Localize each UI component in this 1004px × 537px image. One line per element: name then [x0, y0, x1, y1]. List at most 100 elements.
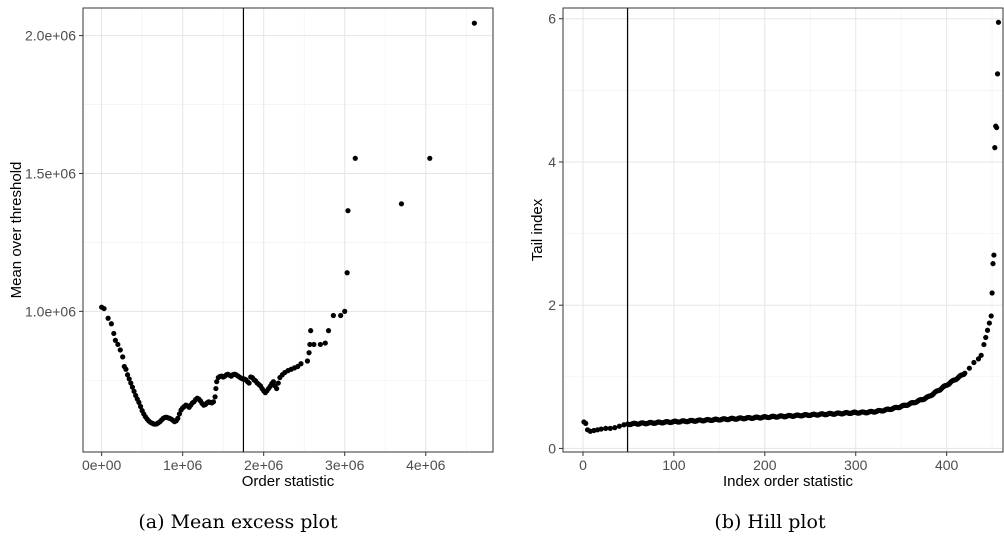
data-point: [607, 425, 613, 431]
data-point: [330, 312, 336, 319]
x-axis-title: Order statistic: [242, 473, 335, 490]
hill-plot: 0 100 200 300 400 0 2 4 6 Index order statistic…: [529, 7, 1004, 533]
data-point: [342, 308, 348, 314]
data-point: [246, 380, 252, 386]
data-point: [212, 394, 218, 400]
grid: [83, 8, 493, 452]
data-point: [338, 312, 344, 319]
data-point: [137, 403, 144, 410]
data-point: [994, 124, 1000, 131]
data-point: [274, 385, 280, 392]
x-axis-ticks: 0 100 200 300 400: [579, 452, 959, 473]
panel-border: [562, 7, 1004, 453]
y-axis-ticks: 0 2 4 6: [548, 11, 563, 456]
data-point: [988, 313, 994, 319]
data-point: [210, 399, 217, 405]
x-axis-ticks: 0e+00 1e+06 2e+06 3e+06 4e+06: [82, 452, 446, 473]
data-point: [175, 415, 181, 421]
data-point: [603, 425, 609, 431]
data-point: [981, 341, 987, 348]
data-point: [123, 366, 129, 372]
data-point: [126, 376, 132, 382]
data-point: [129, 384, 136, 390]
x-tick-label: 4e+06: [406, 457, 446, 473]
data-point: [115, 341, 121, 348]
figure-caption: (a) Mean excess plot: [138, 511, 338, 533]
data-point: [128, 380, 134, 386]
data-point: [984, 327, 991, 333]
y-axis-title: Tail index: [529, 198, 546, 261]
x-tick-label: 200: [753, 457, 777, 473]
data-point: [971, 359, 977, 366]
x-tick-label: 0: [579, 457, 587, 473]
x-axis-title: Index order statistic: [723, 473, 854, 490]
data-point: [105, 315, 111, 321]
y-tick-label: 4: [548, 154, 556, 170]
data-point: [427, 155, 433, 161]
data-point: [991, 252, 997, 258]
y-tick-label: 1.0e+06: [25, 303, 76, 319]
x-tick-label: 2e+06: [244, 457, 284, 473]
data-point: [136, 399, 142, 405]
data-point: [352, 155, 358, 161]
data-point: [304, 358, 311, 364]
grid: [563, 8, 1003, 452]
data-point: [583, 420, 589, 426]
x-tick-label: 3e+06: [325, 457, 365, 473]
y-tick-label: 2: [548, 297, 556, 313]
data-point: [983, 334, 989, 341]
data-point: [213, 385, 219, 392]
data-point: [117, 347, 123, 353]
x-tick-label: 1e+06: [163, 457, 203, 473]
data-point: [101, 305, 107, 312]
plot-area: [83, 8, 493, 452]
plot-area: [563, 8, 1003, 452]
x-tick-label: 300: [844, 457, 868, 473]
data-point: [131, 388, 137, 394]
data-point: [344, 270, 350, 276]
data-point: [978, 352, 984, 358]
data-point: [322, 340, 328, 346]
data-point: [975, 356, 982, 362]
data-point: [306, 350, 312, 356]
data-point: [307, 341, 313, 348]
mean-excess-plot: 0e+00 1e+06 2e+06 3e+06 4e+06 1.0e+06 1.5e+06…: [8, 7, 494, 533]
figure-caption: (b) Hill plot: [714, 511, 826, 533]
data-point: [111, 330, 117, 337]
x-tick-label: 400: [935, 457, 959, 473]
data-point: [989, 290, 995, 296]
data-point: [317, 341, 324, 348]
data-point: [308, 328, 314, 334]
y-tick-label: 6: [548, 11, 556, 27]
data-point: [124, 372, 131, 378]
data-points: [581, 19, 1002, 434]
x-tick-label: 0e+00: [82, 457, 122, 473]
data-point: [311, 341, 317, 348]
data-point: [990, 261, 996, 267]
data-point: [345, 208, 351, 214]
data-points: [99, 20, 477, 427]
data-point: [325, 328, 332, 334]
data-point: [992, 145, 998, 151]
data-point: [986, 320, 992, 326]
data-point: [598, 426, 604, 432]
y-axis-title: Mean over threshold: [8, 162, 25, 299]
data-point: [270, 379, 277, 385]
data-point: [994, 71, 1001, 77]
y-axis-ticks: 1.0e+06 1.5e+06 2.0e+06: [25, 28, 83, 319]
y-tick-label: 0: [548, 440, 556, 456]
data-point: [398, 201, 405, 207]
data-point: [995, 19, 1002, 25]
data-point: [962, 370, 968, 376]
data-point: [275, 380, 281, 386]
panel-border: [82, 7, 494, 453]
data-point: [471, 20, 477, 26]
data-point: [120, 354, 126, 360]
data-point: [966, 365, 972, 371]
y-tick-label: 2.0e+06: [25, 28, 76, 44]
data-point: [108, 321, 114, 327]
data-point: [616, 423, 622, 429]
data-point: [112, 337, 119, 343]
data-point: [298, 361, 304, 367]
